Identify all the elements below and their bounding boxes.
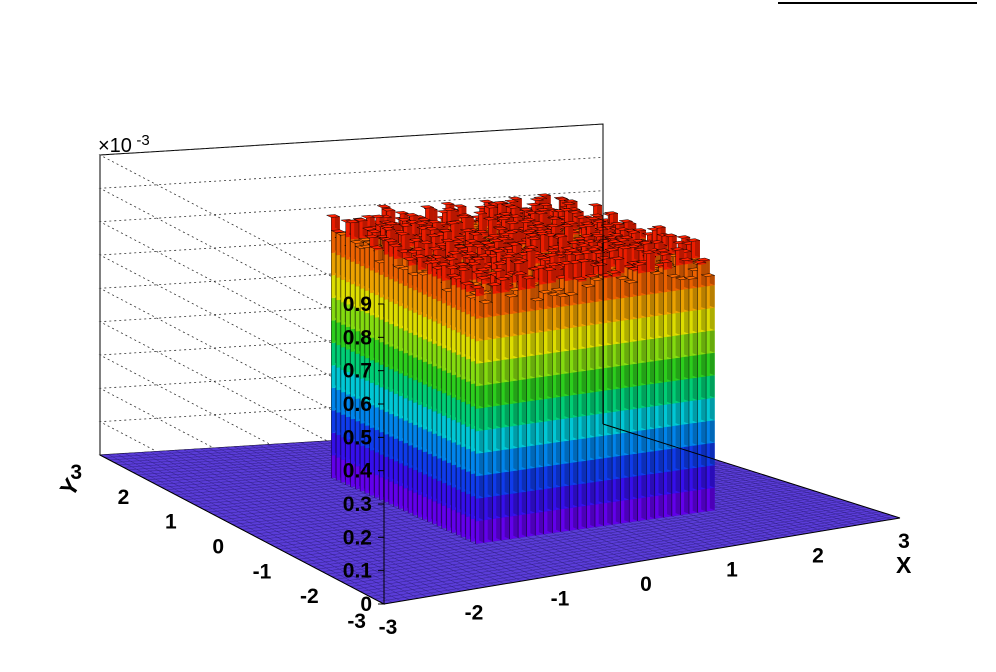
z-gridline	[98, 190, 604, 372]
z-gridline	[98, 123, 604, 305]
histogram-bars	[325, 193, 715, 544]
z-gridline	[98, 156, 604, 338]
